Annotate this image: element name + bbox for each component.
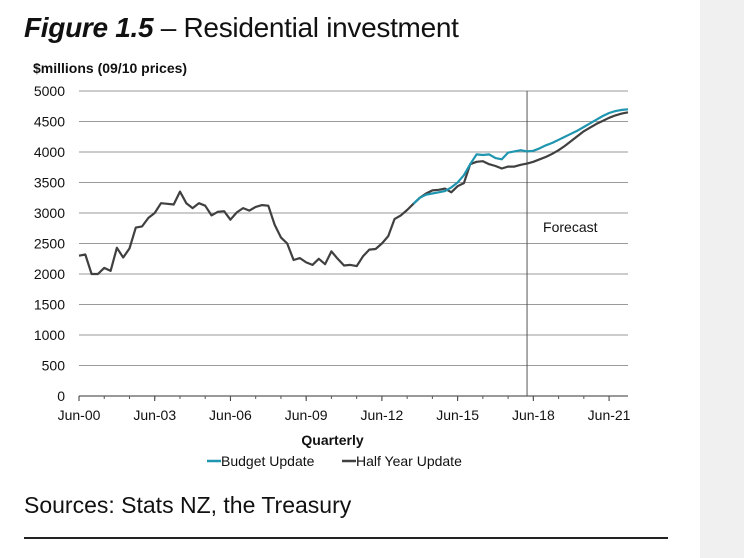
forecast-label: Forecast: [543, 219, 598, 235]
y-tick-label: 1000: [34, 327, 65, 343]
legend-label: Budget Update: [221, 453, 315, 469]
x-tick-label: Jun-06: [209, 407, 252, 423]
y-tick-label: 3500: [34, 175, 65, 191]
y-tick-label: 4500: [34, 114, 65, 130]
x-axis-title: Quarterly: [301, 432, 363, 448]
y-tick-label: 5000: [34, 83, 65, 99]
figure-title: Figure 1.5 – Residential investment: [24, 12, 459, 44]
y-tick-label: 1500: [34, 297, 65, 313]
right-margin-panel: [700, 0, 744, 558]
y-tick-label: 2000: [34, 266, 65, 282]
figure-number: Figure 1.5: [24, 12, 154, 43]
series-line: [78, 111, 629, 276]
y-tick-label: 3000: [34, 205, 65, 221]
x-tick-label: Jun-21: [588, 407, 631, 423]
y-axis-label: $millions (09/10 prices): [33, 60, 188, 76]
x-tick-label: Jun-18: [512, 407, 555, 423]
y-tick-label: 2500: [34, 236, 65, 252]
sources-note: Sources: Stats NZ, the Treasury: [24, 492, 352, 518]
series-line: [412, 108, 629, 205]
x-tick-label: Jun-12: [360, 407, 403, 423]
bottom-rule: [24, 537, 668, 539]
title-text: Residential investment: [183, 12, 459, 43]
y-tick-label: 4000: [34, 144, 65, 160]
y-tick-label: 500: [42, 358, 66, 374]
x-tick-label: Jun-09: [285, 407, 328, 423]
y-tick-label: 0: [57, 388, 65, 404]
title-separator: –: [153, 12, 184, 43]
x-tick-label: Jun-15: [436, 407, 479, 423]
legend-label: Half Year Update: [356, 453, 462, 469]
x-tick-label: Jun-00: [58, 407, 101, 423]
x-tick-label: Jun-03: [133, 407, 176, 423]
